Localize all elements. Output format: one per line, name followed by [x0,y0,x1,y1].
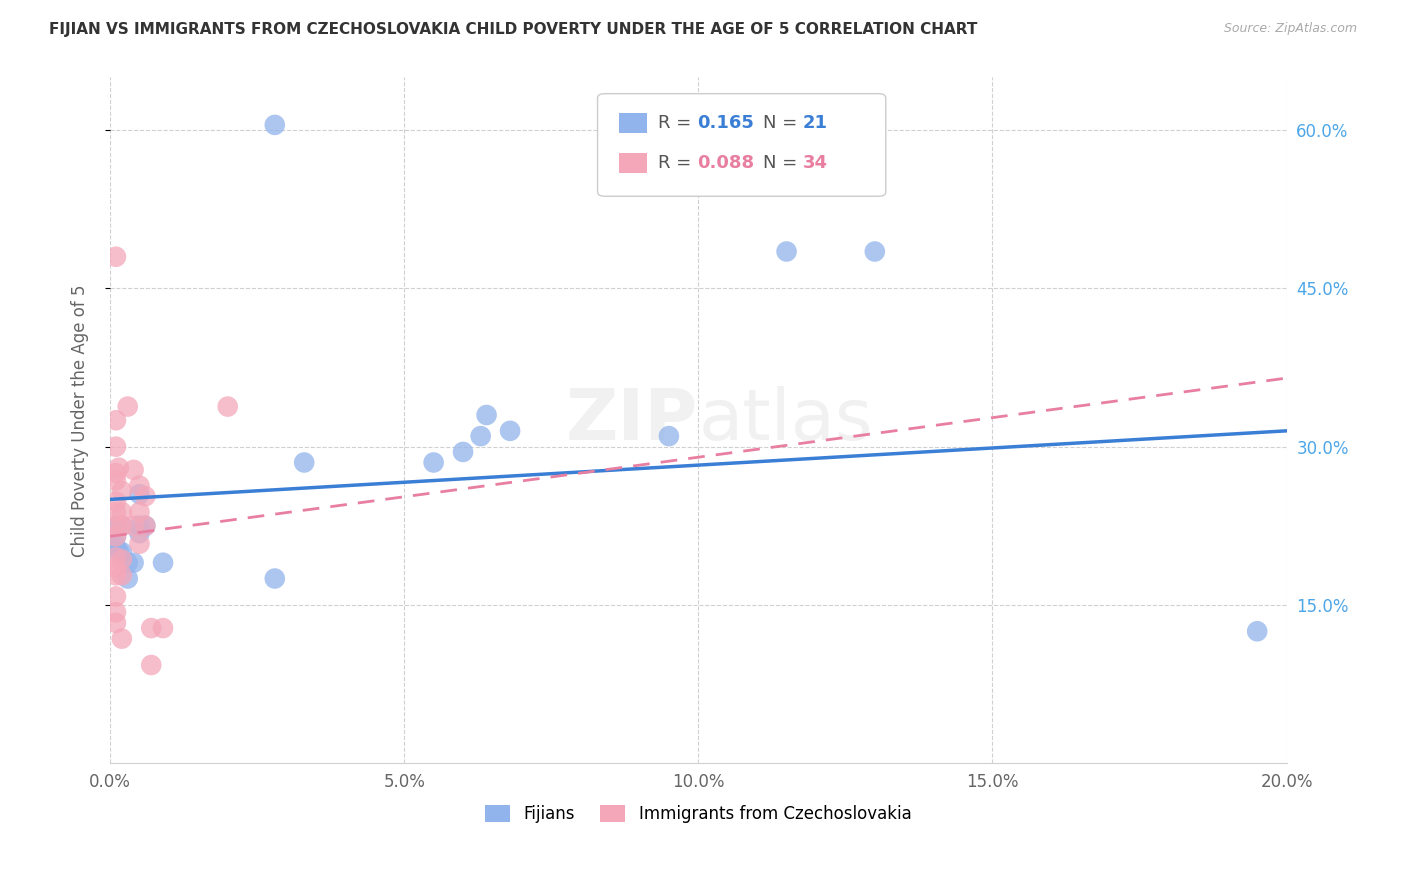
Text: ZIP: ZIP [567,385,699,455]
Point [108,460,131,475]
Point [111,545,134,559]
Text: 21: 21 [803,114,828,132]
Text: 34: 34 [803,154,828,172]
Point [111,552,134,566]
Point [122,463,145,477]
Point [104,440,127,454]
Point [128,478,150,492]
Point [134,518,156,533]
Point [122,518,145,533]
Point [111,483,134,498]
Point [128,487,150,501]
Point [117,556,139,570]
Text: N =: N = [763,154,803,172]
Point [111,505,134,519]
Y-axis label: Child Poverty Under the Age of 5: Child Poverty Under the Age of 5 [72,284,89,557]
Point [451,445,474,459]
Point [104,250,127,264]
Point [775,244,797,259]
Text: atlas: atlas [699,385,873,455]
Point [152,621,174,635]
Point [217,400,239,414]
Point [104,540,127,554]
Point [111,568,134,582]
Point [141,658,163,673]
Point [128,526,150,541]
Text: N =: N = [763,114,803,132]
Point [122,556,145,570]
Point [104,615,127,630]
Point [104,561,127,575]
Point [422,455,444,469]
Point [104,518,127,533]
Point [134,518,156,533]
Text: 0.088: 0.088 [697,154,755,172]
Point [104,518,127,533]
Point [104,413,127,427]
Point [104,494,127,508]
Text: 0.165: 0.165 [697,114,754,132]
Point [1246,624,1268,639]
Point [117,572,139,586]
Point [111,632,134,646]
Point [128,518,150,533]
Point [104,474,127,488]
Point [134,489,156,503]
Point [263,572,285,586]
Point [292,455,315,469]
Point [104,568,127,582]
Point [263,118,285,132]
Point [499,424,522,438]
Point [108,545,131,559]
Point [104,605,127,619]
Legend: Fijians, Immigrants from Czechoslovakia: Fijians, Immigrants from Czechoslovakia [485,805,911,823]
Point [104,505,127,519]
Point [104,529,127,543]
Point [475,408,498,422]
Text: FIJIAN VS IMMIGRANTS FROM CZECHOSLOVAKIA CHILD POVERTY UNDER THE AGE OF 5 CORREL: FIJIAN VS IMMIGRANTS FROM CZECHOSLOVAKIA… [49,22,977,37]
Point [152,556,174,570]
Point [658,429,681,443]
Point [111,518,134,533]
Point [111,518,134,533]
Point [104,550,127,565]
Point [104,529,127,543]
Point [863,244,886,259]
Point [117,400,139,414]
Point [104,466,127,480]
Text: R =: R = [658,154,697,172]
Point [104,590,127,604]
Text: R =: R = [658,114,697,132]
Text: Source: ZipAtlas.com: Source: ZipAtlas.com [1223,22,1357,36]
Point [470,429,492,443]
Point [141,621,163,635]
Point [128,505,150,519]
Point [128,537,150,551]
